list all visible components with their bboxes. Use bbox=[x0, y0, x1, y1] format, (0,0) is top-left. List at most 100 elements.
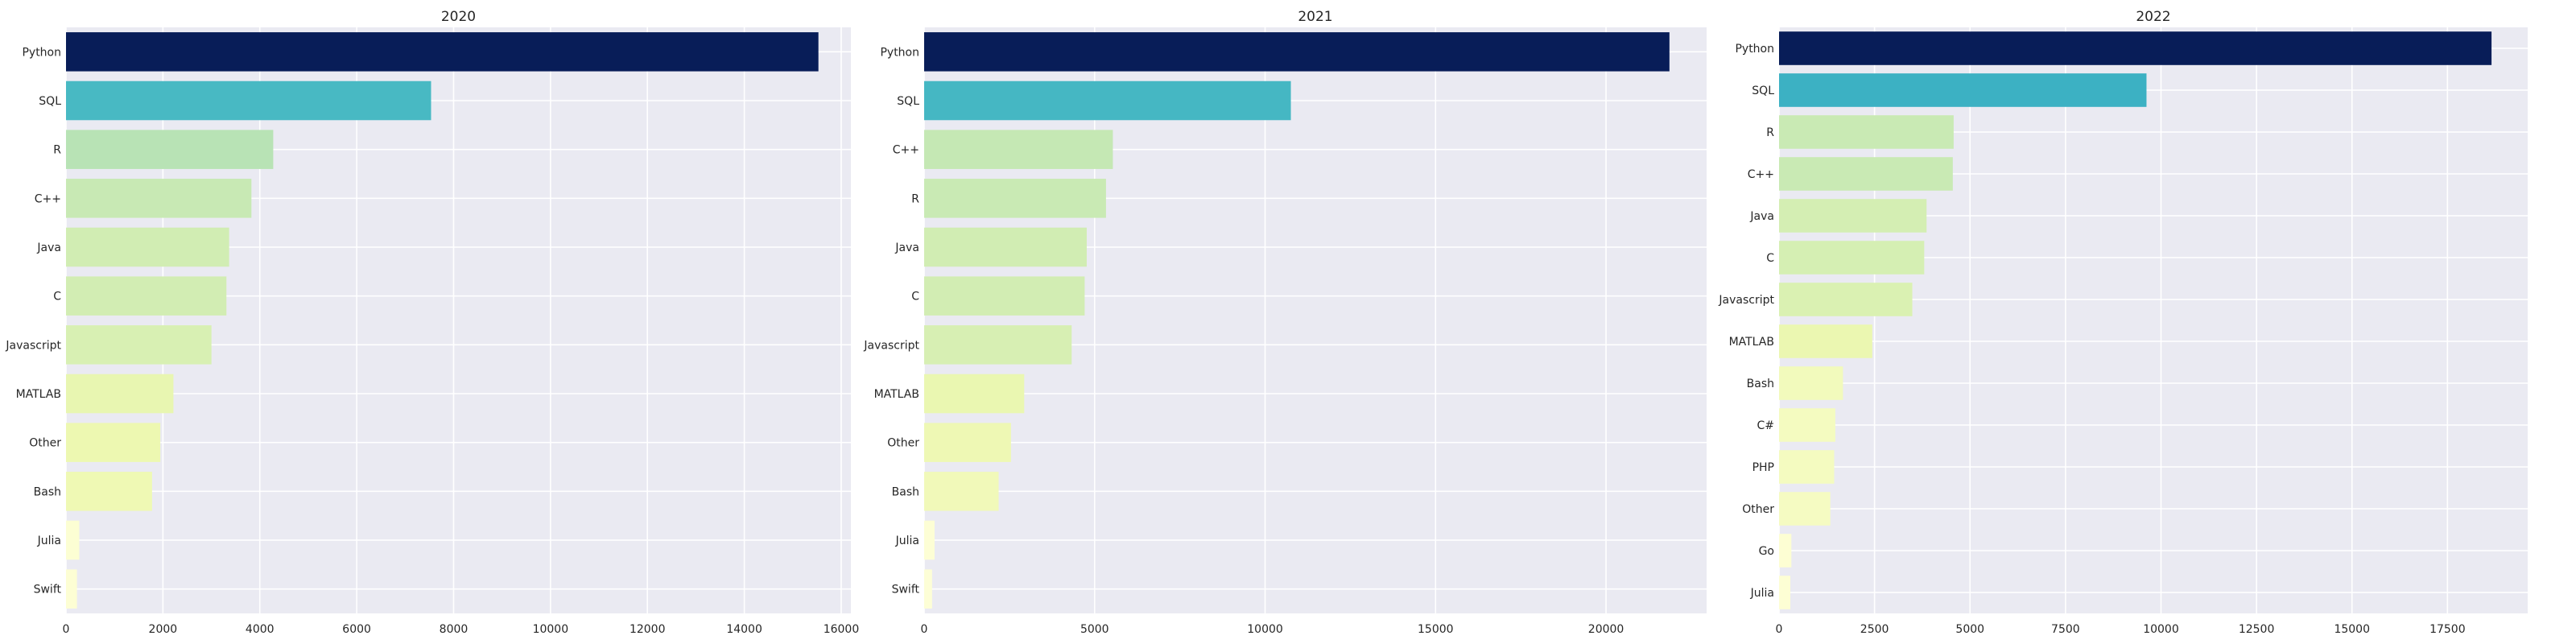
bar-Other bbox=[66, 423, 161, 462]
x-tick-label: 8000 bbox=[440, 623, 469, 636]
y-tick-label: C++ bbox=[1748, 168, 1774, 181]
bar-C++ bbox=[66, 179, 252, 218]
x-tick-label: 12000 bbox=[630, 623, 666, 636]
bar-C++ bbox=[924, 130, 1113, 169]
x-tick-label: 2000 bbox=[149, 623, 178, 636]
bar-Julia bbox=[1779, 576, 1791, 609]
subplot-2022: 0 2500 5000 7500 10000 12500 15000 17500 Python S… bbox=[1718, 9, 2528, 636]
x-tick-label: 10000 bbox=[2143, 623, 2179, 636]
y-tick-label: Other bbox=[887, 437, 919, 450]
bar-R bbox=[924, 179, 1106, 218]
bar-R bbox=[66, 130, 274, 169]
bar-MATLAB bbox=[1779, 324, 1872, 358]
bar-Other bbox=[924, 423, 1011, 462]
plot-area bbox=[66, 27, 851, 613]
x-tick-label: 14000 bbox=[726, 623, 762, 636]
bar-MATLAB bbox=[924, 374, 1025, 414]
y-tick-label: Julia bbox=[1750, 587, 1774, 600]
y-tick-label: C bbox=[1766, 252, 1774, 265]
subplot-2020: 0 2000 4000 6000 8000 10000 12000 14000 16000 Pyt… bbox=[5, 9, 859, 636]
y-tick-label: C# bbox=[1757, 419, 1774, 432]
x-tick-label: 15000 bbox=[1418, 623, 1454, 636]
y-tick-label: SQL bbox=[897, 95, 919, 108]
y-tick-label: C bbox=[53, 291, 61, 303]
bar-Java bbox=[66, 227, 229, 267]
y-tick-label: Julia bbox=[37, 535, 61, 547]
bar-Julia bbox=[924, 520, 935, 560]
x-tick-label: 0 bbox=[63, 623, 70, 636]
bar-C bbox=[66, 276, 227, 316]
y-tick-label: SQL bbox=[1752, 85, 1774, 97]
x-tick-label: 12500 bbox=[2239, 623, 2275, 636]
y-tick-label: Other bbox=[1742, 503, 1774, 516]
bar-Java bbox=[924, 227, 1087, 267]
y-tick-label: Julia bbox=[895, 535, 919, 547]
bar-Swift bbox=[924, 569, 932, 609]
y-tick-label: R bbox=[911, 192, 919, 205]
bar-Javascript bbox=[924, 325, 1072, 365]
y-tick-label: C++ bbox=[35, 192, 61, 205]
x-tick-label: 0 bbox=[921, 623, 928, 636]
subplot-2021: 0 5000 10000 15000 20000 Python SQL C++ R Java C Ja… bbox=[863, 9, 1707, 636]
x-tick-label: 17500 bbox=[2429, 623, 2466, 636]
x-tick-label: 5000 bbox=[1080, 623, 1109, 636]
bar-R bbox=[1779, 115, 1954, 149]
bar-Bash bbox=[1779, 366, 1843, 400]
x-tick-label: 4000 bbox=[246, 623, 275, 636]
bar-Other bbox=[1779, 492, 1831, 526]
y-tick-label: SQL bbox=[39, 95, 61, 108]
subplot-title: 2020 bbox=[441, 9, 476, 25]
bar-Javascript bbox=[66, 325, 212, 365]
bar-SQL bbox=[1779, 73, 2147, 107]
y-tick-label: C++ bbox=[893, 144, 919, 157]
y-tick-label: Javascript bbox=[5, 339, 61, 352]
y-tick-label: Javascript bbox=[863, 339, 919, 352]
bar-Java bbox=[1779, 199, 1927, 233]
bar-C++ bbox=[1779, 157, 1953, 191]
y-tick-label: MATLAB bbox=[1729, 336, 1774, 349]
y-tick-label: Bash bbox=[892, 485, 919, 498]
bar-Julia bbox=[66, 520, 80, 560]
x-tick-label: 16000 bbox=[824, 623, 860, 636]
bar-PHP bbox=[1779, 450, 1835, 484]
y-tick-label: R bbox=[1766, 126, 1774, 139]
subplot-title: 2021 bbox=[1298, 9, 1332, 25]
y-tick-label: Python bbox=[880, 46, 919, 59]
y-tick-label: Python bbox=[1735, 43, 1774, 56]
plot-area bbox=[924, 27, 1707, 613]
y-tick-label: C bbox=[911, 291, 919, 303]
y-tick-label: Swift bbox=[892, 584, 920, 597]
bar-Javascript bbox=[1779, 283, 1913, 316]
bar-Python bbox=[924, 32, 1670, 72]
bar-C# bbox=[1779, 408, 1835, 442]
bar-Bash bbox=[924, 472, 999, 511]
x-tick-label: 10000 bbox=[1247, 623, 1283, 636]
x-tick-label: 5000 bbox=[1955, 623, 1984, 636]
y-tick-label: PHP bbox=[1752, 461, 1774, 474]
x-tick-label: 15000 bbox=[2334, 623, 2370, 636]
y-tick-label: Javascript bbox=[1718, 294, 1774, 307]
x-tick-label: 0 bbox=[1776, 623, 1783, 636]
y-tick-label: Java bbox=[36, 242, 61, 254]
y-tick-label: Java bbox=[894, 242, 919, 254]
bar-C bbox=[924, 276, 1085, 316]
x-tick-label: 2500 bbox=[1860, 623, 1889, 636]
x-tick-label: 10000 bbox=[533, 623, 569, 636]
y-tick-label: R bbox=[53, 144, 61, 157]
y-tick-label: Bash bbox=[34, 485, 61, 498]
y-tick-label: Java bbox=[1749, 210, 1774, 223]
bar-MATLAB bbox=[66, 374, 174, 414]
bar-Python bbox=[66, 32, 819, 72]
y-tick-label: Bash bbox=[1747, 378, 1774, 390]
bar-Go bbox=[1779, 534, 1792, 568]
bar-C bbox=[1779, 241, 1925, 275]
bar-SQL bbox=[924, 80, 1291, 121]
x-tick-label: 20000 bbox=[1588, 623, 1624, 636]
y-tick-label: Python bbox=[22, 46, 61, 59]
y-tick-label: MATLAB bbox=[874, 388, 919, 401]
bar-Swift bbox=[66, 569, 77, 609]
x-tick-label: 6000 bbox=[342, 623, 371, 636]
y-tick-label: Go bbox=[1759, 545, 1774, 558]
bar-Python bbox=[1779, 31, 2492, 65]
